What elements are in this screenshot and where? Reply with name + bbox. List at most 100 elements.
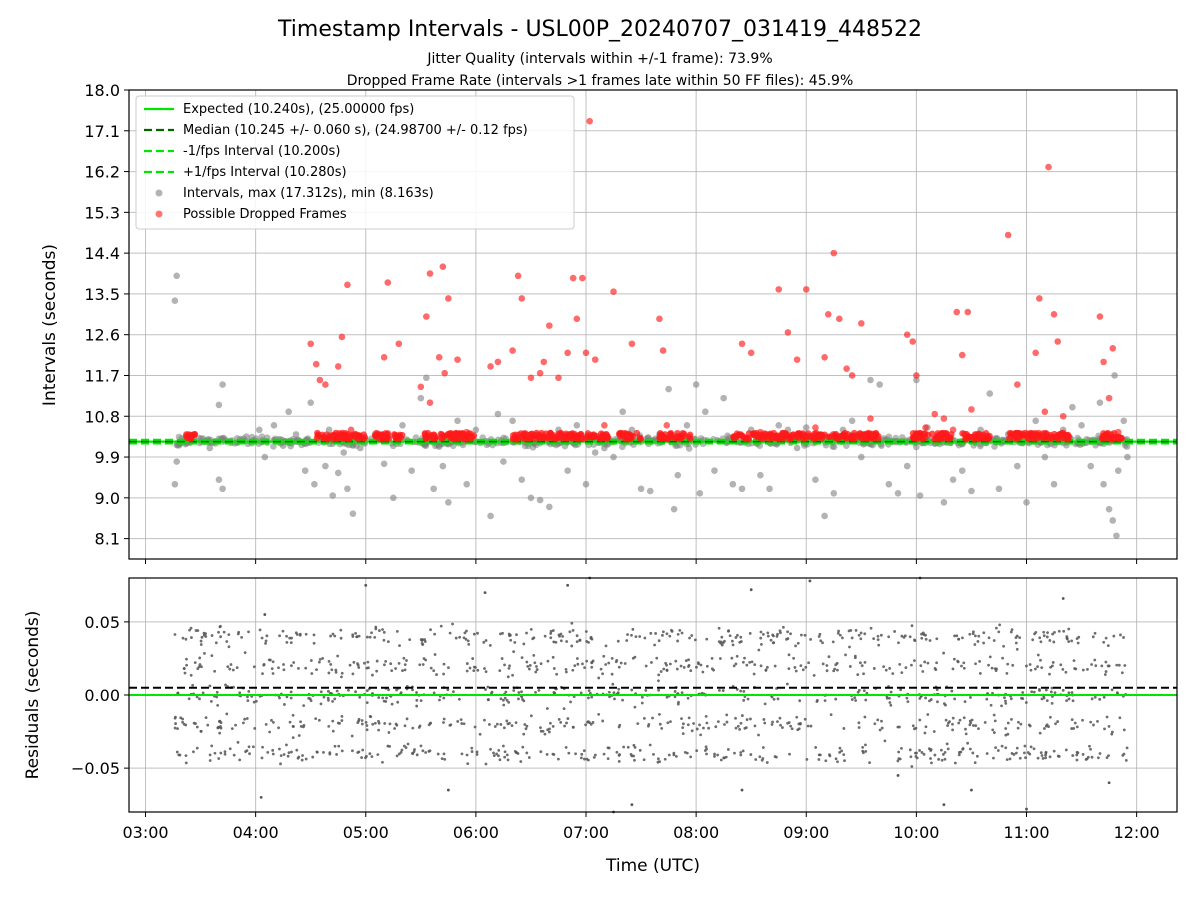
residual-point bbox=[766, 631, 770, 635]
dropped-frame-point bbox=[835, 315, 843, 323]
residual-point bbox=[610, 656, 614, 660]
interval-point bbox=[279, 442, 287, 450]
interval-point bbox=[670, 505, 678, 513]
residual-point bbox=[1089, 720, 1093, 724]
residual-point bbox=[829, 713, 833, 717]
residual-point bbox=[225, 712, 229, 716]
residual-point bbox=[785, 637, 788, 641]
residual-point bbox=[1029, 745, 1033, 749]
residual-point bbox=[626, 745, 630, 749]
residual-point bbox=[1065, 699, 1069, 703]
residual-point bbox=[893, 630, 897, 633]
dropped-frame-point bbox=[380, 434, 388, 441]
bottom-panel: 03:00 04:00 05:00 06:00 07:00 08:00 09:00 10:00… bbox=[71, 576, 1178, 842]
residual-point bbox=[566, 717, 570, 720]
residual-point bbox=[950, 689, 954, 693]
residual-point bbox=[760, 758, 764, 762]
dropped-frame-point bbox=[1063, 432, 1070, 440]
dropped-frame-point bbox=[487, 363, 494, 370]
residual-point bbox=[1015, 634, 1019, 638]
dropped-frame-point bbox=[765, 435, 773, 443]
residual-point bbox=[1102, 640, 1106, 644]
residual-point bbox=[924, 696, 928, 700]
interval-point bbox=[591, 449, 599, 456]
residual-point bbox=[964, 727, 967, 731]
dropped-frame-point bbox=[339, 429, 346, 437]
residual-point bbox=[797, 722, 801, 726]
residual-point bbox=[393, 727, 396, 730]
residual-point bbox=[781, 726, 784, 729]
residual-point bbox=[935, 661, 938, 665]
residual-point bbox=[366, 635, 369, 639]
residual-point bbox=[926, 661, 930, 665]
residual-point bbox=[333, 634, 337, 638]
interval-point bbox=[601, 444, 608, 452]
residual-point bbox=[327, 671, 331, 675]
residual-point bbox=[471, 657, 475, 660]
residual-point bbox=[539, 750, 543, 754]
residual-point bbox=[200, 635, 204, 639]
residual-point bbox=[1061, 667, 1065, 671]
residual-point bbox=[340, 671, 344, 675]
residual-point bbox=[876, 718, 880, 722]
residual-point bbox=[1014, 751, 1018, 755]
residual-point bbox=[857, 721, 861, 725]
residual-point bbox=[1054, 722, 1057, 726]
interval-point bbox=[344, 485, 351, 493]
residual-point bbox=[975, 754, 979, 758]
residual-point bbox=[505, 719, 509, 723]
interval-point bbox=[322, 462, 329, 470]
residual-point bbox=[299, 720, 302, 724]
residual-point bbox=[509, 638, 513, 642]
residual-point bbox=[739, 721, 743, 725]
residual-point bbox=[552, 640, 556, 644]
residual-point bbox=[247, 745, 251, 749]
interval-point bbox=[408, 467, 415, 474]
interval-point bbox=[665, 385, 672, 393]
residual-point bbox=[223, 750, 227, 754]
residual-point bbox=[583, 666, 586, 670]
residual-point bbox=[681, 726, 685, 730]
residual-point bbox=[911, 724, 915, 728]
residual-point bbox=[476, 631, 479, 635]
residual-point bbox=[411, 726, 415, 730]
residual-point bbox=[535, 665, 538, 668]
top-y-tick-label: 8.1 bbox=[95, 530, 120, 549]
residual-point bbox=[725, 713, 729, 717]
residual-point bbox=[1039, 658, 1042, 662]
interval-point bbox=[564, 467, 571, 474]
residual-point bbox=[195, 725, 199, 729]
interval-point bbox=[1032, 417, 1039, 425]
dropped-frame-point bbox=[866, 433, 873, 440]
residual-point bbox=[943, 750, 947, 754]
residual-point bbox=[789, 724, 793, 728]
residual-point bbox=[929, 748, 933, 751]
residual-point bbox=[789, 632, 792, 636]
residual-point bbox=[736, 633, 739, 637]
residual-point bbox=[1073, 721, 1077, 725]
residual-point bbox=[519, 760, 523, 763]
residual-point bbox=[1102, 695, 1106, 699]
residual-point bbox=[460, 722, 464, 725]
residual-point bbox=[625, 639, 629, 642]
residual-point bbox=[964, 732, 968, 736]
residual-point bbox=[836, 631, 840, 635]
residual-point bbox=[263, 613, 267, 616]
interval-point bbox=[243, 433, 250, 440]
residual-point bbox=[334, 668, 338, 672]
residual-point bbox=[1104, 660, 1108, 664]
residual-point bbox=[982, 641, 986, 645]
interval-point bbox=[858, 453, 865, 461]
residual-point bbox=[488, 643, 492, 647]
residual-point bbox=[630, 633, 633, 637]
interval-point bbox=[885, 480, 893, 488]
residual-point bbox=[244, 750, 247, 754]
residual-point bbox=[718, 688, 721, 692]
top-y-tick-label: 12.6 bbox=[84, 326, 120, 345]
residual-point bbox=[587, 696, 590, 700]
residual-point bbox=[523, 723, 527, 726]
interval-point bbox=[454, 417, 461, 425]
interval-point bbox=[876, 381, 883, 388]
residual-point bbox=[1076, 641, 1080, 645]
residual-point bbox=[898, 757, 902, 761]
